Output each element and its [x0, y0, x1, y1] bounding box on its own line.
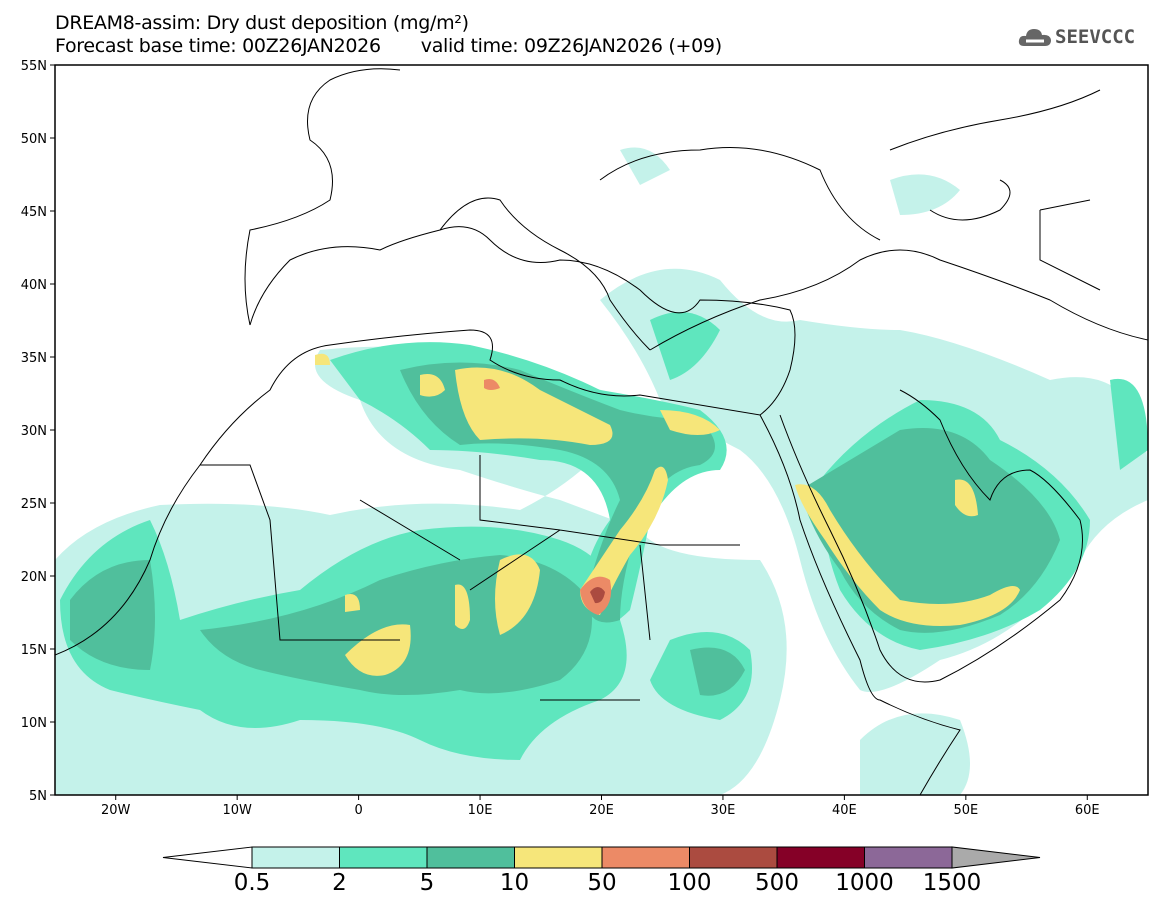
seevccc-logo: SEEVCCC [1018, 26, 1135, 48]
map-title: DREAM8-assim: Dry dust deposition (mg/m²… [55, 12, 469, 34]
axis-ticks: 55N 50N 45N 40N 35N 30N 25N 20N 15N 10N 5N 20W 10W 0 1… [21, 59, 1100, 818]
lat-tick-label: 35N [21, 351, 47, 366]
lon-tick-label: 20W [101, 803, 131, 818]
colorbar-over-triangle [951, 846, 1041, 869]
lon-tick-label: 30E [711, 803, 736, 818]
dust-field [55, 147, 1148, 795]
lat-tick-label: 45N [21, 205, 47, 220]
lat-tick-label: 40N [21, 278, 47, 293]
lon-tick-label: 10E [468, 803, 493, 818]
colorbar-label: 50 [587, 870, 617, 896]
lon-tick-label: 60E [1075, 803, 1100, 818]
lon-tick-label: 50E [953, 803, 978, 818]
colorbar-label: 500 [755, 870, 799, 896]
colorbar-swatch [339, 846, 428, 869]
colorbar-label: 0.5 [233, 870, 271, 896]
coastlines [55, 68, 1148, 795]
colorbar-label: 5 [419, 870, 435, 896]
lat-tick-label: 20N [21, 570, 47, 585]
lon-tick-label: 10W [222, 803, 252, 818]
colorbar-swatch [864, 846, 953, 869]
lon-tick-label: 40E [832, 803, 857, 818]
lat-tick-label: 5N [29, 789, 47, 804]
colorbar-label: 10 [499, 870, 530, 896]
lat-tick-label: 30N [21, 424, 47, 439]
lat-tick-label: 10N [21, 716, 47, 731]
lat-tick-label: 15N [21, 643, 47, 658]
base-time: Forecast base time: 00Z26JAN2026 [55, 35, 381, 57]
colorbar-swatch [776, 846, 865, 869]
colorbar-under-triangle [162, 846, 253, 869]
lat-tick-label: 55N [21, 59, 47, 74]
lon-tick-label: 20E [589, 803, 614, 818]
colorbar-swatch [514, 846, 603, 869]
lon-tick-label: 0 [354, 803, 362, 818]
lat-tick-label: 25N [21, 497, 47, 512]
colorbar-label: 1500 [922, 870, 982, 896]
colorbar-swatch [251, 846, 340, 869]
colorbar [162, 846, 1041, 869]
colorbar-swatch [689, 846, 778, 869]
valid-time: valid time: 09Z26JAN2026 (+09) [420, 35, 722, 57]
colorbar-swatch [601, 846, 690, 869]
colorbar-swatch [426, 846, 515, 869]
dust-level-50-100 [484, 379, 612, 615]
cloud-icon [1018, 29, 1051, 46]
colorbar-label: 100 [667, 870, 712, 896]
colorbar-label: 1000 [835, 870, 894, 896]
logo-text: SEEVCCC [1055, 26, 1136, 48]
colorbar-label: 2 [332, 870, 347, 896]
map-subtitle: Forecast base time: 00Z26JAN2026 valid ti… [55, 36, 722, 56]
lat-tick-label: 50N [21, 132, 47, 147]
